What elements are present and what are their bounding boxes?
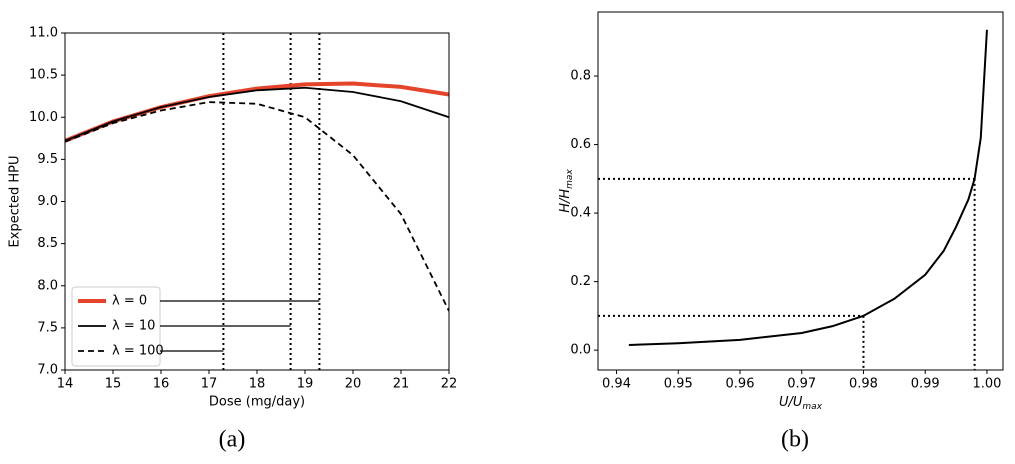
series-line <box>65 81 449 143</box>
y-axis-label: H/Hmax <box>558 169 575 213</box>
x-axis-label: Dose (mg/day) <box>209 395 305 410</box>
x-tick-label: 22 <box>441 377 458 392</box>
x-tick-label: 19 <box>297 377 314 392</box>
legend-label: λ = 0 <box>112 294 147 309</box>
y-tick-label: 8.0 <box>37 278 58 293</box>
x-axis-label: U/Umax <box>779 395 823 412</box>
x-tick-label: 21 <box>393 377 410 392</box>
x-tick-label: 0.95 <box>664 377 693 392</box>
y-tick-label: 0.8 <box>570 69 591 84</box>
legend-label: λ = 10 <box>112 319 155 334</box>
x-tick-label: 0.96 <box>726 377 755 392</box>
series-line <box>65 86 449 142</box>
plot-frame <box>597 11 1004 371</box>
y-tick-label: 7.0 <box>37 363 58 378</box>
caption: (b) <box>781 427 809 453</box>
x-tick-label: 0.97 <box>787 377 816 392</box>
x-tick-label: 14 <box>57 377 74 392</box>
y-tick-label: 0.6 <box>570 137 591 152</box>
legend-label: λ = 100 <box>112 344 164 359</box>
x-tick-label: 16 <box>153 377 170 392</box>
x-tick-label: 0.94 <box>602 377 631 392</box>
x-axis-label-sub: max <box>802 402 822 412</box>
y-tick-label: 0.2 <box>570 274 591 289</box>
x-tick-label: 15 <box>105 377 122 392</box>
caption: (a) <box>219 427 246 453</box>
y-tick-label: 0.0 <box>570 343 591 358</box>
y-tick-label: 10.5 <box>29 68 58 83</box>
y-tick-label: 0.4 <box>570 206 591 221</box>
series-line <box>628 29 988 346</box>
y-axis-label-main: H/H <box>558 189 573 213</box>
y-tick-label: 11.0 <box>29 26 58 41</box>
series-line <box>65 101 449 312</box>
x-tick-label: 18 <box>249 377 266 392</box>
x-tick-label: 1.00 <box>972 377 1001 392</box>
x-tick-label: 20 <box>345 377 362 392</box>
y-axis-label: Expected HPU <box>8 156 23 248</box>
x-axis-label-main: U/U <box>779 395 803 410</box>
x-tick-label: 0.98 <box>849 377 878 392</box>
y-tick-label: 10.0 <box>29 110 58 125</box>
y-tick-label: 9.5 <box>37 152 58 167</box>
x-tick-label: 17 <box>201 377 218 392</box>
x-tick-label: 0.99 <box>911 377 940 392</box>
y-tick-label: 7.5 <box>37 320 58 335</box>
plot-frame <box>64 32 450 371</box>
y-tick-label: 8.5 <box>37 236 58 251</box>
y-axis-label-sub: max <box>565 169 575 189</box>
y-tick-label: 9.0 <box>37 194 58 209</box>
